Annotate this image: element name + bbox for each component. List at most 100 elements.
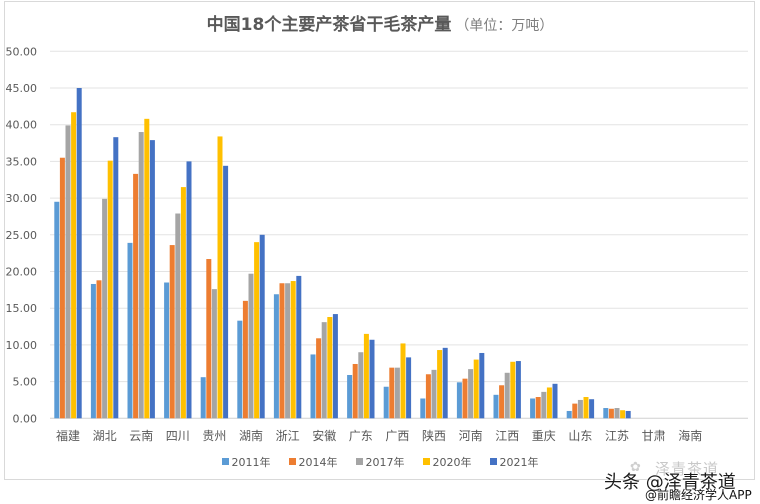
legend-item: 2011年 <box>221 454 271 470</box>
x-tick-label: 四川 <box>166 429 190 443</box>
bar <box>223 165 229 419</box>
y-tick-label: 25.00 <box>6 229 38 242</box>
bar <box>400 343 406 419</box>
bar <box>442 347 448 419</box>
legend-label: 2017年 <box>365 456 405 469</box>
x-tick-label: 广东 <box>349 429 373 443</box>
bar <box>572 403 578 419</box>
bar <box>332 314 338 419</box>
y-tick-label: 5.00 <box>13 376 38 389</box>
legend-swatch <box>221 458 229 465</box>
legend-label: 2011年 <box>231 456 271 469</box>
bar <box>102 198 108 419</box>
legend-swatch <box>489 458 497 465</box>
bar <box>614 408 620 419</box>
x-tick-label: 湖南 <box>239 428 263 443</box>
bar <box>589 399 595 419</box>
x-tick-label: 浙江 <box>276 429 300 443</box>
bar <box>603 408 609 419</box>
bar <box>96 280 102 419</box>
x-tick-label: 甘肃 <box>642 429 666 443</box>
legend-label: 2020年 <box>432 456 472 469</box>
x-tick-label: 江西 <box>495 429 519 443</box>
bar <box>164 282 170 419</box>
bar <box>273 294 279 419</box>
bar <box>169 245 175 419</box>
bar <box>456 382 462 419</box>
x-axis: 福建 湖北 云南 四川 贵州 湖南 浙江 安徽 广东 广西 陕西 河南 江西 重庆 山东 江苏 甘肃 海南 <box>56 428 702 443</box>
bar <box>310 354 316 419</box>
bar <box>552 383 558 419</box>
x-tick-label: 湖北 <box>93 428 117 443</box>
bar <box>242 300 248 419</box>
legend-item: 2017年 <box>355 454 405 470</box>
y-tick-label: 0.00 <box>13 412 38 425</box>
bar <box>90 283 96 419</box>
bar <box>535 397 541 419</box>
bar <box>566 410 572 419</box>
bar <box>420 398 426 419</box>
y-tick-label: 10.00 <box>6 339 38 352</box>
bar <box>546 387 552 419</box>
y-tick-label: 45.00 <box>6 82 38 95</box>
y-axis: 0.00 5.00 10.00 15.00 20.00 25.00 30.00 35.00 40… <box>6 45 38 425</box>
bar <box>425 374 431 419</box>
bar <box>499 385 505 419</box>
bar <box>316 338 322 419</box>
chart-title: 中国18个主要产茶省干毛茶产量 （单位：万吨） <box>0 10 760 35</box>
bar <box>144 118 150 419</box>
bar <box>71 112 77 419</box>
bar <box>625 410 631 419</box>
bar <box>530 398 536 419</box>
bar <box>493 394 499 419</box>
bar <box>279 283 285 419</box>
bar <box>347 374 353 419</box>
bar <box>180 187 186 419</box>
watermark-background: 泽青茶道 <box>655 460 720 478</box>
bar <box>138 132 144 419</box>
bar <box>504 372 510 419</box>
bar <box>583 397 589 419</box>
bar <box>217 136 223 419</box>
legend-swatch <box>422 458 430 465</box>
legend-item: 2014年 <box>288 454 338 470</box>
bar <box>321 322 327 419</box>
x-tick-label: 福建 <box>56 428 80 443</box>
watermark-sub: @前瞻经济学人APP <box>645 488 752 502</box>
legend-swatch <box>355 458 363 465</box>
legend-label: 2014年 <box>298 456 338 469</box>
gridlines <box>50 50 748 419</box>
watermark-main: 头条 @泽青茶道 <box>604 472 736 493</box>
legend-label: 2021年 <box>499 456 539 469</box>
y-tick-label: 50.00 <box>6 45 38 58</box>
wechat-icon: ✿ <box>630 460 641 475</box>
bar <box>296 275 302 419</box>
bar <box>327 317 333 419</box>
x-tick-label: 江苏 <box>605 429 629 443</box>
bar <box>206 259 212 419</box>
x-tick-label: 海南 <box>678 428 702 443</box>
bar <box>290 281 296 419</box>
bar <box>406 357 412 419</box>
y-tick-label: 15.00 <box>6 302 38 315</box>
bar <box>133 173 139 419</box>
bar <box>369 339 375 419</box>
bar <box>107 160 113 419</box>
bar <box>127 242 133 419</box>
bar <box>473 359 479 419</box>
bar <box>541 391 547 419</box>
x-tick-label: 广西 <box>385 429 409 443</box>
y-tick-label: 20.00 <box>6 266 38 279</box>
x-tick-label: 云南 <box>129 428 153 443</box>
y-tick-label: 40.00 <box>6 119 38 132</box>
bar <box>259 234 265 419</box>
y-tick-label: 35.00 <box>6 155 38 168</box>
bar <box>200 377 206 419</box>
x-tick-label: 安徽 <box>312 428 336 443</box>
bar <box>285 283 291 419</box>
bar-series <box>54 88 631 419</box>
bar <box>510 361 516 419</box>
bar <box>394 367 400 419</box>
bar <box>248 273 254 419</box>
bar <box>54 201 60 419</box>
